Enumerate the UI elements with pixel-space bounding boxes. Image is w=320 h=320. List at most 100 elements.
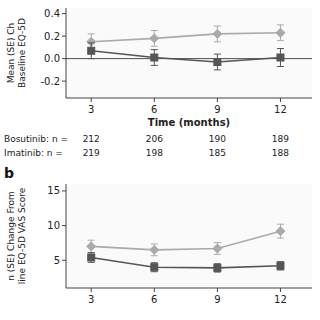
y-tick: [62, 81, 66, 82]
error-bar-cap: [214, 69, 221, 70]
point: [150, 34, 159, 43]
point: [277, 54, 284, 61]
x-tick: [217, 98, 218, 102]
series-line: [91, 231, 280, 250]
error-bar-cap: [151, 30, 158, 31]
error-bar-cap: [214, 26, 221, 27]
x-tick: [154, 98, 155, 102]
series: [88, 253, 284, 272]
x-tick-label: 3: [88, 294, 94, 305]
error-bar-cap: [151, 255, 158, 256]
x-tick: [280, 288, 281, 292]
plot-background: [66, 184, 312, 288]
error-bar-cap: [151, 46, 158, 47]
y-axis-label-line: line EQ-5D VAS Score: [17, 187, 27, 284]
point: [151, 54, 158, 61]
x-tick: [91, 288, 92, 292]
error-bar-cap: [88, 240, 95, 241]
error-bar-cap: [88, 58, 95, 59]
point: [214, 59, 221, 66]
x-tick: [280, 98, 281, 102]
table-value: 212: [83, 134, 100, 144]
error-bar: [277, 49, 284, 67]
y-tick-label: 0.0: [44, 53, 60, 64]
point: [87, 242, 96, 251]
y-tick: [62, 260, 66, 261]
error-bar-cap: [151, 271, 158, 272]
error-bar-cap: [88, 252, 95, 253]
error-bar-cap: [277, 40, 284, 41]
table-value: 198: [146, 148, 163, 158]
y-tick-label: 5: [54, 255, 60, 266]
panel-label: b: [4, 165, 14, 181]
table-value: 206: [146, 134, 163, 144]
x-tick-label: 12: [274, 294, 287, 305]
plot-background: [66, 8, 312, 98]
chart-root: -0.20.00.20.436912Time (months)Mean (SE)…: [0, 0, 320, 320]
error-bar-cap: [88, 42, 95, 43]
error-bar-cap: [151, 262, 158, 263]
error-bar-cap: [277, 48, 284, 49]
x-tick: [154, 288, 155, 292]
error-bar: [151, 50, 158, 66]
error-bar: [151, 244, 158, 256]
error-bar-cap: [88, 252, 95, 253]
plot-area: [66, 25, 312, 70]
series-line: [91, 257, 280, 267]
x-axis-line: [66, 288, 312, 289]
y-axis-label-line: Baseline EQ-5D: [17, 18, 27, 88]
error-bar-cap: [214, 242, 221, 243]
y-tick: [62, 190, 66, 191]
error-bar-cap: [277, 24, 284, 25]
point: [214, 264, 221, 271]
x-tick-label: 6: [151, 104, 157, 115]
error-bar-cap: [151, 65, 158, 66]
y-tick-label: 10: [47, 220, 60, 231]
x-tick-label: 6: [151, 294, 157, 305]
point: [277, 262, 284, 269]
y-axis-label-line: Mean (SE) Ch: [6, 23, 16, 84]
y-axis-label: Mean (SE) ChBaseline EQ-5D: [6, 18, 27, 88]
error-bar: [277, 262, 284, 270]
point: [88, 254, 95, 261]
panel: 5 10 15 3 6 9 12 n (SE) Change Fromline EQ-5D V…: [4, 165, 312, 305]
error-bar-cap: [151, 49, 158, 50]
error-bar-cap: [214, 54, 221, 55]
error-bar: [214, 243, 221, 255]
point: [151, 264, 158, 271]
error-bar: [88, 43, 95, 59]
error-bar: [277, 25, 284, 41]
error-bar-cap: [277, 238, 284, 239]
x-tick: [217, 288, 218, 292]
table-value: 189: [272, 134, 289, 144]
table-value: 185: [209, 148, 226, 158]
y-tick: [62, 36, 66, 37]
x-tick: [91, 98, 92, 102]
y-tick-label: 15: [47, 185, 60, 196]
series: [87, 224, 285, 256]
y-axis-line: [66, 184, 67, 288]
point: [276, 28, 285, 37]
y-tick: [62, 225, 66, 226]
y-tick: [62, 13, 66, 14]
error-bar-cap: [88, 262, 95, 263]
y-axis-label-line: n (SE) Change From: [6, 191, 16, 280]
table-row-label: Imatinib: n =: [4, 148, 63, 158]
y-tick: [62, 58, 66, 59]
point: [276, 227, 285, 236]
error-bar-cap: [214, 41, 221, 42]
series-line: [91, 51, 280, 62]
x-tick-label: 9: [214, 104, 220, 115]
plot-area: [87, 224, 285, 272]
series: [87, 25, 285, 50]
error-bar-cap: [88, 33, 95, 34]
x-axis-line: [66, 98, 312, 99]
error-bar: [277, 224, 284, 238]
error-bar-cap: [151, 243, 158, 244]
x-axis-label: Time (months): [148, 117, 230, 128]
error-bar: [214, 264, 221, 272]
error-bar-cap: [277, 224, 284, 225]
error-bar: [214, 54, 221, 70]
y-axis-line: [66, 8, 67, 98]
x-tick-label: 9: [214, 294, 220, 305]
